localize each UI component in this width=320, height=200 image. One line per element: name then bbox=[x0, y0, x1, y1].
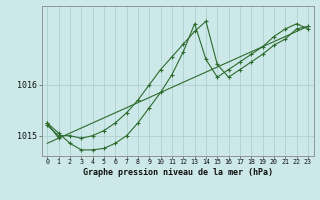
X-axis label: Graphe pression niveau de la mer (hPa): Graphe pression niveau de la mer (hPa) bbox=[83, 168, 273, 177]
